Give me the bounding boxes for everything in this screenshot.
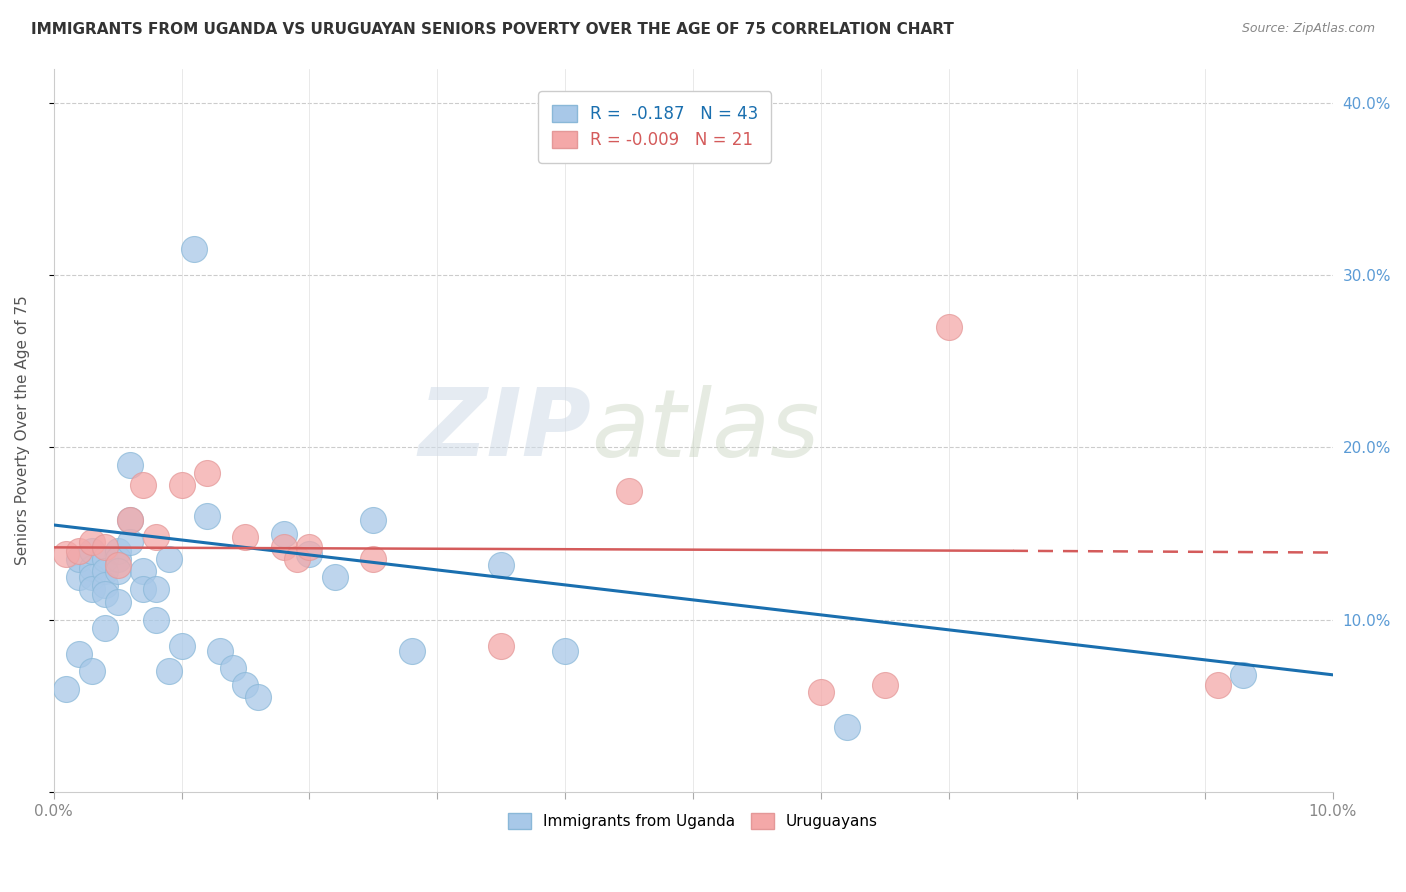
Point bbox=[222, 661, 245, 675]
Point bbox=[157, 552, 180, 566]
Point bbox=[120, 513, 142, 527]
Point bbox=[94, 565, 117, 579]
Point bbox=[132, 565, 155, 579]
Point bbox=[94, 587, 117, 601]
Point bbox=[107, 552, 129, 566]
Point bbox=[107, 544, 129, 558]
Point bbox=[170, 478, 193, 492]
Point bbox=[363, 552, 385, 566]
Point bbox=[94, 541, 117, 555]
Point bbox=[145, 582, 167, 596]
Point bbox=[107, 558, 129, 572]
Point bbox=[247, 690, 270, 705]
Point bbox=[157, 665, 180, 679]
Point bbox=[80, 561, 103, 575]
Point bbox=[132, 582, 155, 596]
Point bbox=[55, 681, 77, 696]
Point bbox=[94, 552, 117, 566]
Point bbox=[94, 578, 117, 592]
Text: Source: ZipAtlas.com: Source: ZipAtlas.com bbox=[1241, 22, 1375, 36]
Point bbox=[938, 319, 960, 334]
Point bbox=[107, 565, 129, 579]
Point bbox=[55, 547, 77, 561]
Point bbox=[67, 647, 90, 661]
Point bbox=[80, 582, 103, 596]
Point bbox=[195, 509, 218, 524]
Point bbox=[80, 665, 103, 679]
Text: atlas: atlas bbox=[591, 384, 820, 475]
Point bbox=[401, 644, 423, 658]
Text: ZIP: ZIP bbox=[418, 384, 591, 476]
Text: IMMIGRANTS FROM UGANDA VS URUGUAYAN SENIORS POVERTY OVER THE AGE OF 75 CORRELATI: IMMIGRANTS FROM UGANDA VS URUGUAYAN SENI… bbox=[31, 22, 953, 37]
Point bbox=[107, 595, 129, 609]
Point bbox=[195, 467, 218, 481]
Point bbox=[67, 544, 90, 558]
Point bbox=[235, 530, 257, 544]
Point bbox=[285, 552, 308, 566]
Point bbox=[491, 639, 513, 653]
Point bbox=[145, 613, 167, 627]
Point bbox=[67, 552, 90, 566]
Point bbox=[80, 544, 103, 558]
Point bbox=[1206, 678, 1229, 692]
Point bbox=[80, 569, 103, 583]
Point bbox=[1232, 668, 1254, 682]
Legend: Immigrants from Uganda, Uruguayans: Immigrants from Uganda, Uruguayans bbox=[502, 806, 884, 835]
Point bbox=[835, 719, 858, 733]
Point bbox=[145, 530, 167, 544]
Point bbox=[120, 535, 142, 549]
Point bbox=[94, 621, 117, 635]
Point bbox=[67, 569, 90, 583]
Point bbox=[873, 678, 896, 692]
Point bbox=[183, 243, 205, 257]
Point bbox=[554, 644, 576, 658]
Point bbox=[363, 513, 385, 527]
Point bbox=[491, 558, 513, 572]
Point bbox=[132, 478, 155, 492]
Point bbox=[619, 483, 641, 498]
Point bbox=[810, 685, 832, 699]
Y-axis label: Seniors Poverty Over the Age of 75: Seniors Poverty Over the Age of 75 bbox=[15, 295, 30, 566]
Point bbox=[170, 639, 193, 653]
Point bbox=[323, 569, 346, 583]
Point bbox=[208, 644, 231, 658]
Point bbox=[120, 513, 142, 527]
Point bbox=[80, 535, 103, 549]
Point bbox=[273, 526, 295, 541]
Point bbox=[298, 541, 321, 555]
Point bbox=[298, 547, 321, 561]
Point bbox=[273, 541, 295, 555]
Point bbox=[235, 678, 257, 692]
Point bbox=[120, 458, 142, 472]
